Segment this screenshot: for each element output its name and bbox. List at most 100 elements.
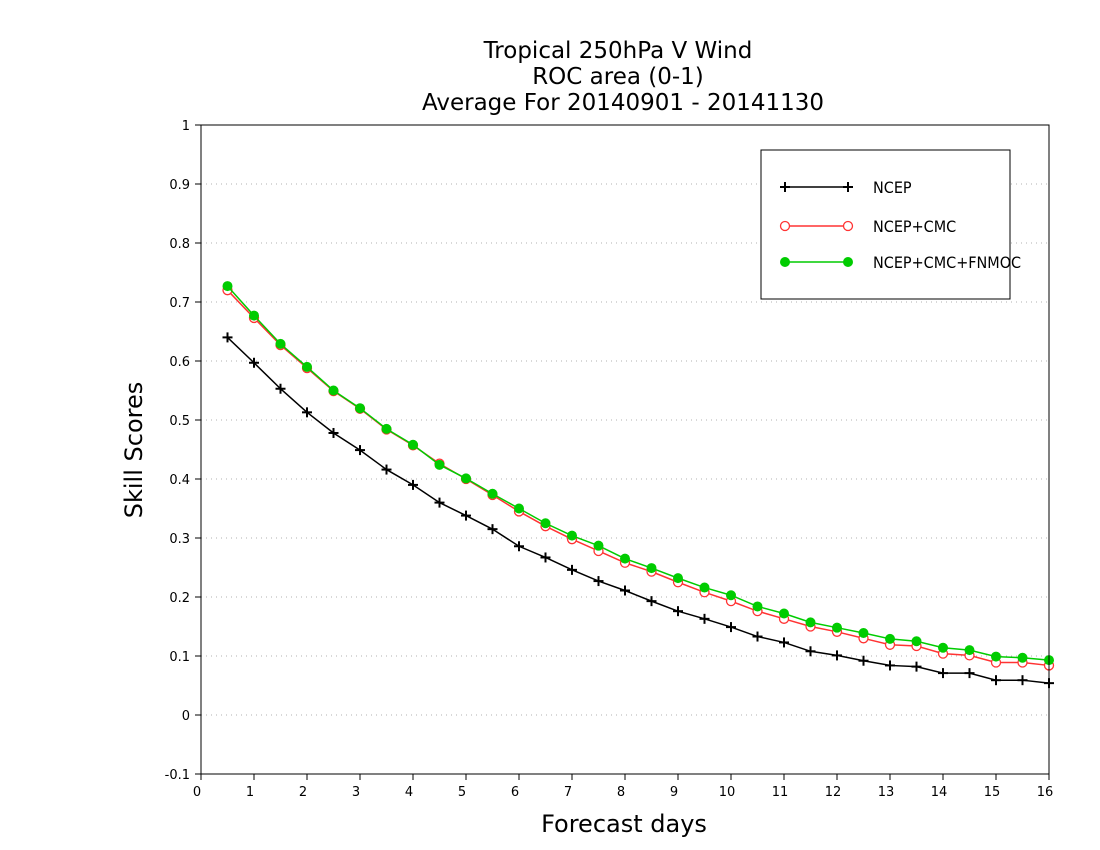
- series-layer: [222, 281, 1055, 689]
- y-axis-label: Skill Scores: [120, 382, 148, 519]
- legend-entry-0: NCEP: [780, 178, 912, 197]
- legend-marker: [779, 220, 791, 232]
- data-point: [858, 655, 869, 666]
- data-point: [620, 553, 630, 564]
- data-point: [593, 576, 604, 587]
- x-tick-label: 9: [670, 785, 678, 800]
- data-point: [964, 668, 975, 679]
- x-tick-label: 8: [617, 785, 625, 800]
- x-tick-label: 10: [719, 785, 736, 800]
- x-tick-label: 14: [931, 785, 948, 800]
- x-tick-label: 6: [511, 785, 519, 800]
- legend-marker: [843, 257, 853, 267]
- data-point: [593, 540, 604, 551]
- data-point: [461, 473, 471, 484]
- data-point: [938, 668, 948, 679]
- legend-entry-1: NCEP+CMC: [779, 217, 956, 236]
- data-point: [567, 564, 577, 575]
- data-point: [222, 332, 233, 343]
- series-line-0: [226, 336, 1050, 684]
- data-point: [487, 488, 498, 499]
- data-point: [699, 582, 710, 593]
- chart-title: Tropical 250hPa V Wind ROC area (0-1) Av…: [422, 38, 824, 116]
- series-2: [222, 281, 1054, 666]
- chart-title-line-1: Tropical 250hPa V Wind: [483, 38, 753, 64]
- data-point: [222, 281, 233, 292]
- plot-frame: [200, 124, 1050, 775]
- data-point: [991, 651, 1001, 662]
- x-tick-label: 5: [458, 785, 466, 800]
- data-point: [1017, 652, 1028, 663]
- data-point: [726, 590, 736, 601]
- data-point: [434, 497, 445, 508]
- data-point: [779, 637, 789, 648]
- y-tick-label: 0.9: [169, 178, 190, 193]
- x-tick-label: 13: [878, 785, 895, 800]
- data-point: [752, 631, 763, 642]
- legend-marker: [780, 182, 790, 192]
- data-point: [646, 596, 657, 607]
- data-point: [540, 552, 551, 563]
- x-tick-label: 2: [299, 785, 307, 800]
- x-tick-label: 15: [984, 785, 1001, 800]
- data-point: [408, 479, 418, 490]
- y-tick-label: 0.3: [169, 532, 190, 547]
- y-tick-label: -0.1: [165, 768, 190, 783]
- chart-title-line-3: Average For 20140901 - 20141130: [422, 90, 824, 116]
- y-tick-label: 0.4: [169, 473, 190, 488]
- data-point: [885, 633, 895, 644]
- data-point: [567, 530, 577, 541]
- data-point: [673, 573, 683, 584]
- series-line-2: [226, 285, 1050, 661]
- series-1: [222, 285, 1055, 671]
- data-point: [858, 627, 869, 638]
- y-tick-label: 0.6: [169, 355, 190, 370]
- x-tick-label: 4: [405, 785, 413, 800]
- data-point: [911, 661, 922, 672]
- data-point: [938, 642, 948, 653]
- y-tick-label: 1: [182, 119, 190, 134]
- data-point: [673, 606, 683, 617]
- data-point: [699, 613, 710, 624]
- x-tick-label: 0: [193, 785, 201, 800]
- data-point: [355, 445, 365, 456]
- data-point: [832, 622, 842, 633]
- x-tick-label: 16: [1037, 785, 1054, 800]
- data-point: [805, 646, 816, 657]
- legend-marker: [842, 220, 854, 232]
- data-point: [540, 518, 551, 529]
- data-point: [249, 357, 259, 368]
- data-point: [620, 585, 630, 596]
- data-point: [885, 660, 895, 671]
- legend-entry-2: NCEP+CMC+FNMOC: [780, 253, 1021, 272]
- data-point: [964, 645, 975, 656]
- legend-label: NCEP+CMC+FNMOC: [873, 253, 1021, 272]
- legend-label: NCEP: [873, 178, 912, 197]
- data-point: [328, 427, 339, 438]
- axis-ticks: -0.100.10.20.30.40.50.60.70.80.910 1 2 3 4 5 6…: [165, 119, 1054, 800]
- y-tick-label: 0.5: [169, 414, 190, 429]
- data-point: [805, 617, 816, 628]
- series-0: [222, 332, 1054, 689]
- data-point: [381, 464, 392, 475]
- legend-marker: [780, 257, 790, 267]
- data-point: [275, 338, 286, 349]
- data-point: [408, 439, 418, 450]
- legend: NCEP NCEP+CMC NCEP+CMC+FNMOC: [760, 149, 1021, 300]
- x-tick-label: 12: [825, 785, 842, 800]
- data-point: [726, 622, 736, 633]
- data-point: [779, 608, 789, 619]
- data-point: [328, 385, 339, 396]
- data-point: [275, 383, 286, 394]
- data-point: [832, 650, 842, 661]
- data-point: [381, 423, 392, 434]
- y-tick-label: 0.1: [169, 650, 190, 665]
- x-axis-label: Forecast days: [541, 810, 707, 838]
- legend-box: [760, 149, 1011, 300]
- data-point: [646, 563, 657, 574]
- y-tick-label: 0: [182, 709, 190, 724]
- data-point: [1017, 675, 1028, 686]
- x-tick-label: 3: [352, 785, 360, 800]
- data-point: [434, 459, 445, 470]
